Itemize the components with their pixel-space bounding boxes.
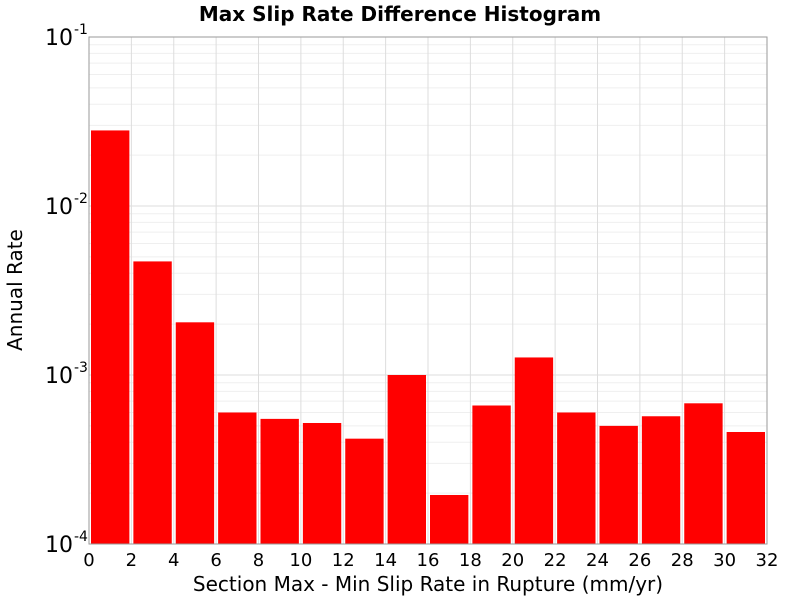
y-tick-base: 10: [45, 364, 73, 389]
histogram-bar: [599, 425, 638, 544]
y-tick-base: 10: [45, 533, 73, 558]
y-tick-exponent: -4: [74, 529, 88, 545]
histogram-bar: [514, 357, 554, 544]
y-tick-label: 10 -1: [45, 22, 88, 51]
y-tick-label: 10 -3: [45, 360, 88, 389]
x-axis-ticks: 0 2 4 6 8 10 12 14 16 18 20 22 24 26 28 30 32: [83, 550, 778, 571]
x-tick-label: 32: [756, 550, 779, 571]
histogram-bar: [302, 422, 342, 544]
histogram-bar: [387, 375, 426, 544]
y-axis-label: Annual Rate: [3, 229, 27, 351]
y-tick-label: 10 -2: [45, 191, 88, 220]
x-tick-label: 6: [210, 550, 221, 571]
histogram-bar: [218, 412, 257, 544]
histogram-bar: [684, 403, 723, 544]
histogram-bar: [557, 412, 596, 544]
x-tick-label: 12: [332, 550, 355, 571]
x-tick-label: 4: [168, 550, 179, 571]
y-tick-base: 10: [45, 26, 73, 51]
x-tick-label: 0: [83, 550, 94, 571]
y-axis-ticks: 10-410-310-210-1: [45, 22, 88, 558]
x-tick-label: 22: [544, 550, 567, 571]
x-tick-label: 2: [126, 550, 137, 571]
histogram-bar: [345, 438, 384, 544]
x-tick-label: 26: [628, 550, 651, 571]
x-tick-label: 16: [417, 550, 440, 571]
histogram-bar: [133, 261, 172, 544]
y-tick-exponent: -1: [74, 22, 88, 38]
y-tick-label: 10 -4: [45, 529, 88, 558]
y-tick-exponent: -2: [74, 191, 88, 207]
x-tick-label: 18: [459, 550, 482, 571]
histogram-bar: [726, 431, 765, 544]
x-tick-label: 8: [253, 550, 264, 571]
y-tick-base: 10: [45, 195, 73, 220]
x-tick-label: 28: [671, 550, 694, 571]
histogram-bar: [430, 494, 469, 544]
bars: [91, 130, 765, 544]
x-tick-label: 14: [374, 550, 397, 571]
histogram-bar: [91, 130, 130, 544]
x-axis-label: Section Max - Min Slip Rate in Rupture (…: [193, 572, 663, 596]
y-tick-exponent: -3: [74, 360, 88, 376]
plot-border: [88, 36, 768, 545]
x-tick-label: 20: [501, 550, 524, 571]
histogram-bar: [175, 322, 215, 544]
x-tick-label: 10: [289, 550, 312, 571]
histogram-bar: [472, 405, 511, 544]
x-tick-label: 30: [713, 550, 736, 571]
histogram-bar: [641, 416, 681, 544]
x-tick-label: 24: [586, 550, 609, 571]
chart-title: Max Slip Rate Difference Histogram: [199, 2, 601, 26]
histogram-bar: [260, 418, 299, 544]
